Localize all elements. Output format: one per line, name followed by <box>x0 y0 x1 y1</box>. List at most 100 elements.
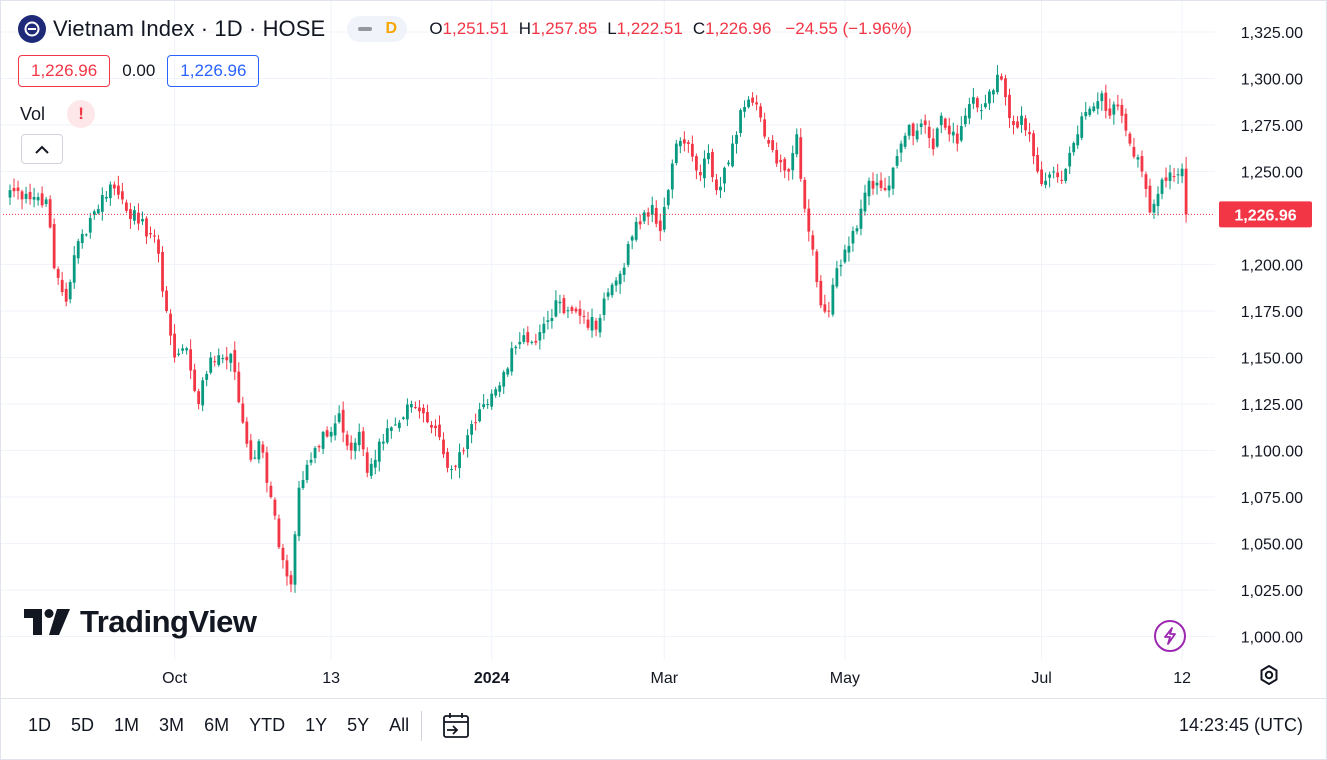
y-tick-label: 1,325.00 <box>1241 25 1303 42</box>
price-chart[interactable]: 1,226.96 1,325.00 1,300.00 1,275.00 1,250.0… <box>0 0 1327 698</box>
candle-body <box>1116 104 1120 107</box>
candle-body <box>582 315 586 317</box>
candle-body <box>24 193 28 199</box>
candle-body <box>277 518 281 548</box>
open-label: O <box>429 19 443 38</box>
candle-body <box>305 464 309 481</box>
candle-body <box>357 431 361 446</box>
candle-body <box>169 313 172 336</box>
candle-body <box>875 182 879 186</box>
candle-body <box>40 193 44 206</box>
candle-body <box>759 106 763 118</box>
price-axis[interactable]: 1,325.00 1,300.00 1,275.00 1,250.00 1,200.00… <box>1241 25 1303 647</box>
candle-body <box>927 126 931 138</box>
range-button-5d[interactable]: 5D <box>71 715 95 735</box>
candle-body <box>703 158 706 179</box>
candle-body <box>486 404 490 405</box>
candle-body <box>165 290 168 311</box>
candle-body <box>795 134 799 155</box>
time-axis[interactable]: Oct 13 2024 Mar May Jul 12 <box>162 670 1191 687</box>
range-button-5y[interactable]: 5Y <box>347 715 370 735</box>
warning-icon[interactable]: ! <box>67 100 96 128</box>
candle-body <box>397 422 401 429</box>
candle-body <box>947 125 951 135</box>
candle-body <box>297 487 301 537</box>
candle-body <box>349 442 353 451</box>
candle-body <box>498 385 502 392</box>
candle-body <box>337 413 341 422</box>
candle-body <box>1084 111 1088 117</box>
last-price-tag <box>1219 201 1312 228</box>
tradingview-logo[interactable]: TradingView <box>24 604 257 640</box>
candle-body <box>686 142 690 144</box>
candle-body <box>747 99 750 108</box>
candle-body <box>60 279 64 293</box>
candle-body <box>638 221 642 225</box>
candle-body <box>851 231 855 244</box>
collapse-legend-button[interactable] <box>21 134 63 164</box>
range-button-6m[interactable]: 6M <box>204 715 230 735</box>
candle-body <box>1168 172 1172 181</box>
candle-body <box>1040 169 1043 185</box>
candle-body <box>566 310 570 312</box>
candle-body <box>739 110 742 133</box>
candle-body <box>1108 108 1112 116</box>
range-button-all[interactable]: All <box>389 715 410 735</box>
toolbar-separator <box>421 711 422 741</box>
candle-body <box>1144 174 1148 189</box>
range-button-3m[interactable]: 3M <box>159 715 185 735</box>
candle-body <box>975 98 979 108</box>
candle-body <box>530 341 534 343</box>
x-tick-label: May <box>830 670 860 687</box>
buy-button[interactable]: 1,226.96 <box>167 55 260 87</box>
candle-body <box>1164 177 1168 181</box>
candle-body <box>630 236 634 241</box>
tradingview-logo-text: TradingView <box>80 604 257 639</box>
range-button-1y[interactable]: 1Y <box>305 715 328 735</box>
candle-body <box>847 245 851 253</box>
candle-body <box>92 211 96 216</box>
lightning-icon[interactable] <box>1154 620 1186 652</box>
candle-body <box>133 210 136 221</box>
candle-body <box>458 452 461 469</box>
candle-body <box>751 97 754 103</box>
candle-body <box>470 424 474 435</box>
volume-label[interactable]: Vol <box>20 103 46 124</box>
candle-body <box>899 143 903 153</box>
candle-body <box>478 409 482 422</box>
candle-body <box>614 280 618 286</box>
range-button-ytd[interactable]: YTD <box>249 715 286 735</box>
candle-body <box>518 341 522 345</box>
candle-body <box>538 332 542 341</box>
candle-body <box>205 373 209 380</box>
market-closed-icon <box>357 27 372 31</box>
candle-body <box>1004 78 1007 98</box>
y-tick-label: 1,025.00 <box>1241 583 1303 600</box>
candle-body <box>863 192 867 212</box>
sell-button[interactable]: 1,226.96 <box>18 55 111 87</box>
candle-body <box>831 284 835 315</box>
candle-body <box>84 234 88 236</box>
symbol-title[interactable]: Vietnam Index · 1D · HOSE <box>53 16 326 41</box>
settings-gear-icon[interactable] <box>1256 663 1282 689</box>
candle-body <box>598 317 602 333</box>
candle-body <box>1156 193 1160 207</box>
range-button-1m[interactable]: 1M <box>114 715 140 735</box>
candle-body <box>719 186 722 191</box>
candle-body <box>301 480 305 488</box>
candle-body <box>369 463 373 476</box>
range-button-1d[interactable]: 1D <box>28 715 52 735</box>
candle-body <box>883 187 887 191</box>
y-tick-label: 1,150.00 <box>1241 351 1303 368</box>
utc-clock[interactable]: 14:23:45 (UTC) <box>1178 715 1303 735</box>
candle-body <box>823 304 827 312</box>
go-to-date-calendar-icon[interactable] <box>442 711 472 741</box>
candle-body <box>474 422 478 424</box>
candle-body <box>1100 93 1104 102</box>
candle-body <box>735 134 738 144</box>
candle-body <box>281 547 285 561</box>
market-status-pill[interactable]: D <box>347 16 408 42</box>
candle-body <box>959 126 963 141</box>
candle-body <box>775 150 779 164</box>
candle-body <box>1140 156 1144 172</box>
